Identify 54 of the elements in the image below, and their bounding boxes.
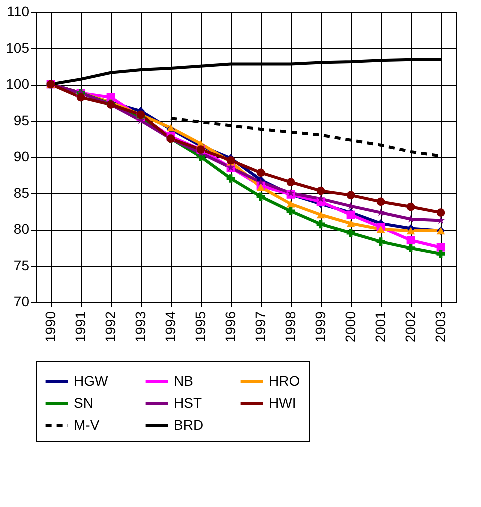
point [346,191,356,200]
y-tick-label: 80 [14,221,30,237]
point [317,194,325,202]
point [376,198,386,206]
x-tick-label: 1995 [192,311,208,343]
x-tick-label: 1991 [72,311,88,343]
point [286,207,296,216]
y-tick-label: 100 [6,76,30,92]
point [406,202,416,212]
x-tick-label: 2000 [342,311,358,343]
point [316,211,326,219]
x-tick-label: 2002 [402,311,418,343]
point [316,186,326,196]
point [406,227,416,235]
legend-label: HRO [269,373,300,389]
y-tick-label: 90 [14,148,30,164]
y-tick-label: 105 [6,40,30,56]
point [436,250,446,258]
point [406,244,416,253]
y-tick-label: 75 [14,257,30,274]
x-tick-label: 1993 [132,311,148,343]
point [316,220,326,229]
legend-label: BRD [174,417,204,433]
y-tick-label: 70 [14,294,30,310]
legend-label: SN [74,395,94,411]
x-tick-label: 1997 [252,311,268,343]
x-tick-label: 1996 [222,311,238,343]
legend-label: HGW [74,373,109,389]
point [376,226,386,234]
point [226,174,236,183]
point [376,238,386,246]
point [346,228,356,238]
y-tick-label: 110 [7,4,30,20]
y-tick-label: 85 [14,184,30,201]
legend-label: HST [174,395,202,411]
x-tick-label: 1990 [42,311,58,343]
x-tick-label: 1998 [282,311,298,343]
legend-label: HWI [269,395,296,411]
point [436,208,446,217]
x-tick-label: 2003 [432,311,448,343]
x-tick-label: 1994 [162,311,178,343]
point [406,236,416,245]
legend-label: NB [174,373,194,389]
x-tick-label: 2001 [372,311,388,343]
point [76,93,86,102]
y-tick-label: 95 [14,112,30,128]
point [346,220,356,228]
point [256,168,266,178]
point [256,192,266,202]
point [346,210,356,220]
legend-label: M-V [74,417,100,433]
x-tick-label: 1992 [102,311,118,343]
x-tick-label: 1999 [312,311,328,343]
point [286,178,296,187]
